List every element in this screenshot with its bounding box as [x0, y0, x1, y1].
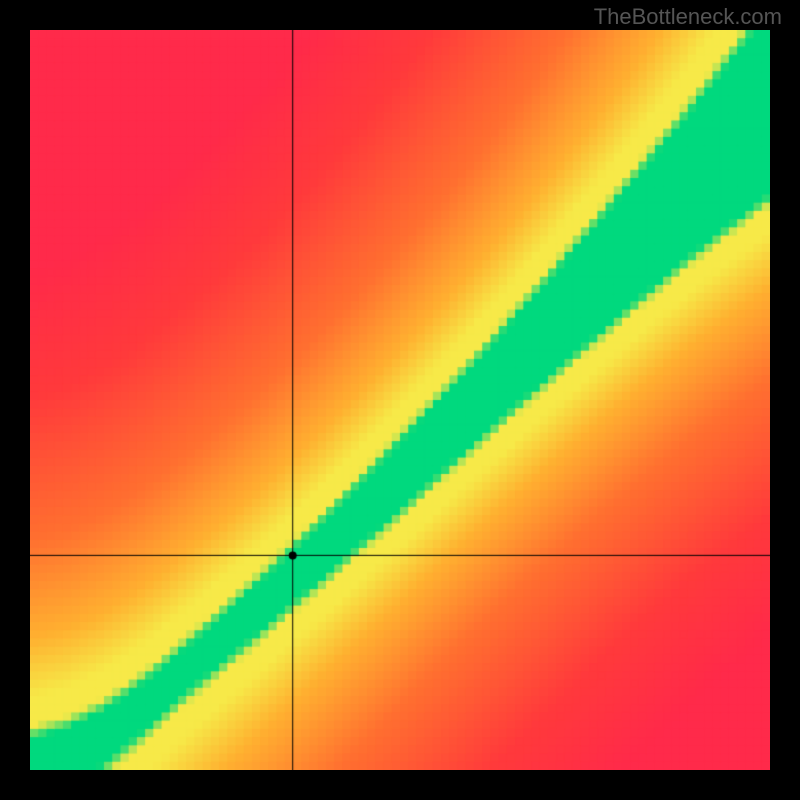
watermark-text: TheBottleneck.com: [594, 4, 782, 30]
chart-container: TheBottleneck.com: [0, 0, 800, 800]
bottleneck-heatmap: [30, 30, 770, 770]
